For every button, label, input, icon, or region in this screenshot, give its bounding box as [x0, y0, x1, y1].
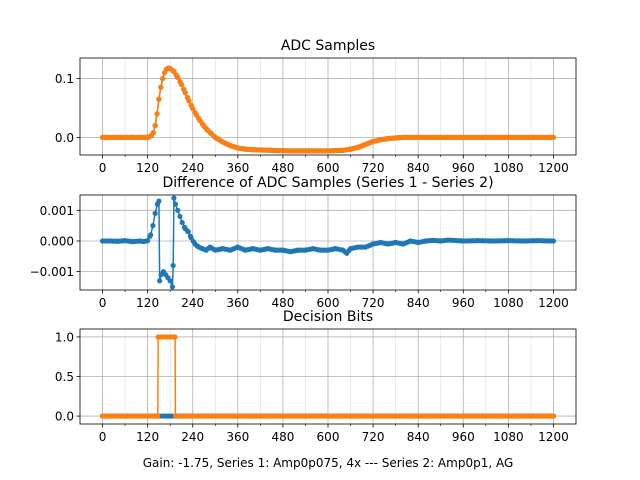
x-tick-label: 720 [362, 430, 385, 444]
series-marker-2 [150, 130, 156, 136]
x-tick-label: 360 [226, 430, 249, 444]
series-marker-2 [550, 413, 557, 419]
x-tick-label: 120 [136, 296, 159, 310]
y-tick-label: −0.001 [30, 265, 74, 279]
series-marker-1 [172, 201, 179, 207]
x-tick-label: 120 [136, 161, 159, 175]
x-tick-label: 1080 [493, 161, 524, 175]
x-tick-label: 1200 [538, 296, 569, 310]
y-tick-label: 0.5 [55, 370, 74, 384]
series-marker-2 [186, 98, 192, 104]
axes-2: 0 120 240 360 480 600 720 840 960 1080 1200 −0.001 0… [30, 175, 577, 310]
x-axis-label: Gain: -1.75, Series 1: Amp0p075, 4x --- … [143, 456, 514, 470]
x-tick-label: 360 [226, 161, 249, 175]
axes-layer: 0 120 240 360 480 600 720 840 960 1080 12000.00.1A… [30, 38, 577, 470]
series-marker-2 [172, 334, 178, 340]
x-tick-label: 1200 [538, 161, 569, 175]
series-marker-2 [158, 84, 164, 90]
series-marker-1 [175, 207, 181, 213]
series-marker-1 [170, 262, 176, 269]
series-marker-2 [175, 74, 181, 80]
x-tick-label: 1080 [493, 296, 524, 310]
x-tick-label: 960 [452, 430, 475, 444]
x-tick-label: 600 [317, 430, 340, 444]
x-tick-label: 240 [181, 161, 204, 175]
series-marker-1 [185, 229, 191, 235]
series-marker-1 [148, 232, 154, 238]
series-marker-2 [182, 90, 188, 96]
x-tick-label: 240 [181, 296, 204, 310]
series-marker-2 [550, 134, 557, 140]
plot-area [99, 65, 557, 154]
plot-area [99, 195, 557, 290]
y-tick-label: 0.000 [40, 234, 74, 248]
series-marker-2 [152, 123, 158, 129]
series-marker-1 [550, 238, 557, 244]
y-tick-label: 1.0 [55, 330, 74, 344]
chart-title: Decision Bits [283, 309, 373, 325]
axes-1: 0 120 240 360 480 600 720 840 960 1080 1200 0.0 0.1 A… [55, 38, 577, 175]
axes-3: 0 120 240 360 480 600 720 840 960 1080 1200 0.0 0.5 1… [55, 309, 577, 470]
x-tick-label: 960 [452, 161, 475, 175]
y-tick-label: 0.0 [55, 410, 74, 424]
x-tick-label: 720 [362, 296, 385, 310]
x-tick-label: 840 [407, 161, 430, 175]
x-tick-label: 840 [407, 296, 430, 310]
series-marker-2 [190, 105, 196, 112]
series-marker-1 [150, 223, 156, 229]
y-tick-label: 0.1 [55, 72, 74, 86]
x-tick-label: 960 [452, 296, 475, 310]
x-tick-label: 480 [271, 430, 294, 444]
series-marker-1 [167, 278, 173, 284]
x-tick-label: 1200 [538, 430, 569, 444]
series-marker-2 [155, 413, 161, 419]
series-marker-1 [171, 195, 177, 201]
x-tick-label: 0 [99, 430, 107, 444]
axes-frame [79, 194, 577, 291]
x-tick-label: 480 [271, 161, 294, 175]
y-tick-label: 0.001 [40, 204, 74, 218]
series-marker-1 [156, 198, 162, 204]
series-marker-1 [179, 219, 185, 226]
series-marker-1 [169, 284, 176, 290]
x-tick-label: 600 [317, 161, 340, 175]
chart-title: Difference of ADC Samples (Series 1 - Se… [162, 175, 493, 191]
axes-frame [79, 328, 577, 425]
plot-area [99, 334, 557, 419]
chart-title: ADC Samples [281, 38, 375, 54]
x-tick-label: 720 [362, 161, 385, 175]
x-tick-label: 1080 [493, 430, 524, 444]
x-tick-label: 0 [99, 161, 107, 175]
x-tick-label: 360 [226, 296, 249, 310]
x-tick-label: 240 [181, 430, 204, 444]
axes-frame [79, 57, 577, 156]
series-marker-1 [152, 210, 158, 216]
x-tick-label: 600 [317, 296, 340, 310]
x-tick-label: 120 [136, 430, 159, 444]
series-marker-1 [145, 238, 151, 244]
series-marker-2 [154, 111, 160, 117]
x-tick-label: 0 [99, 296, 107, 310]
x-tick-label: 840 [407, 430, 430, 444]
series-marker-2 [178, 81, 185, 88]
x-tick-label: 480 [271, 296, 294, 310]
series-marker-2 [160, 75, 166, 82]
series-marker-2 [156, 96, 162, 102]
y-tick-label: 0.0 [55, 131, 74, 145]
series-marker-1 [157, 278, 163, 284]
series-marker-1 [177, 213, 183, 220]
